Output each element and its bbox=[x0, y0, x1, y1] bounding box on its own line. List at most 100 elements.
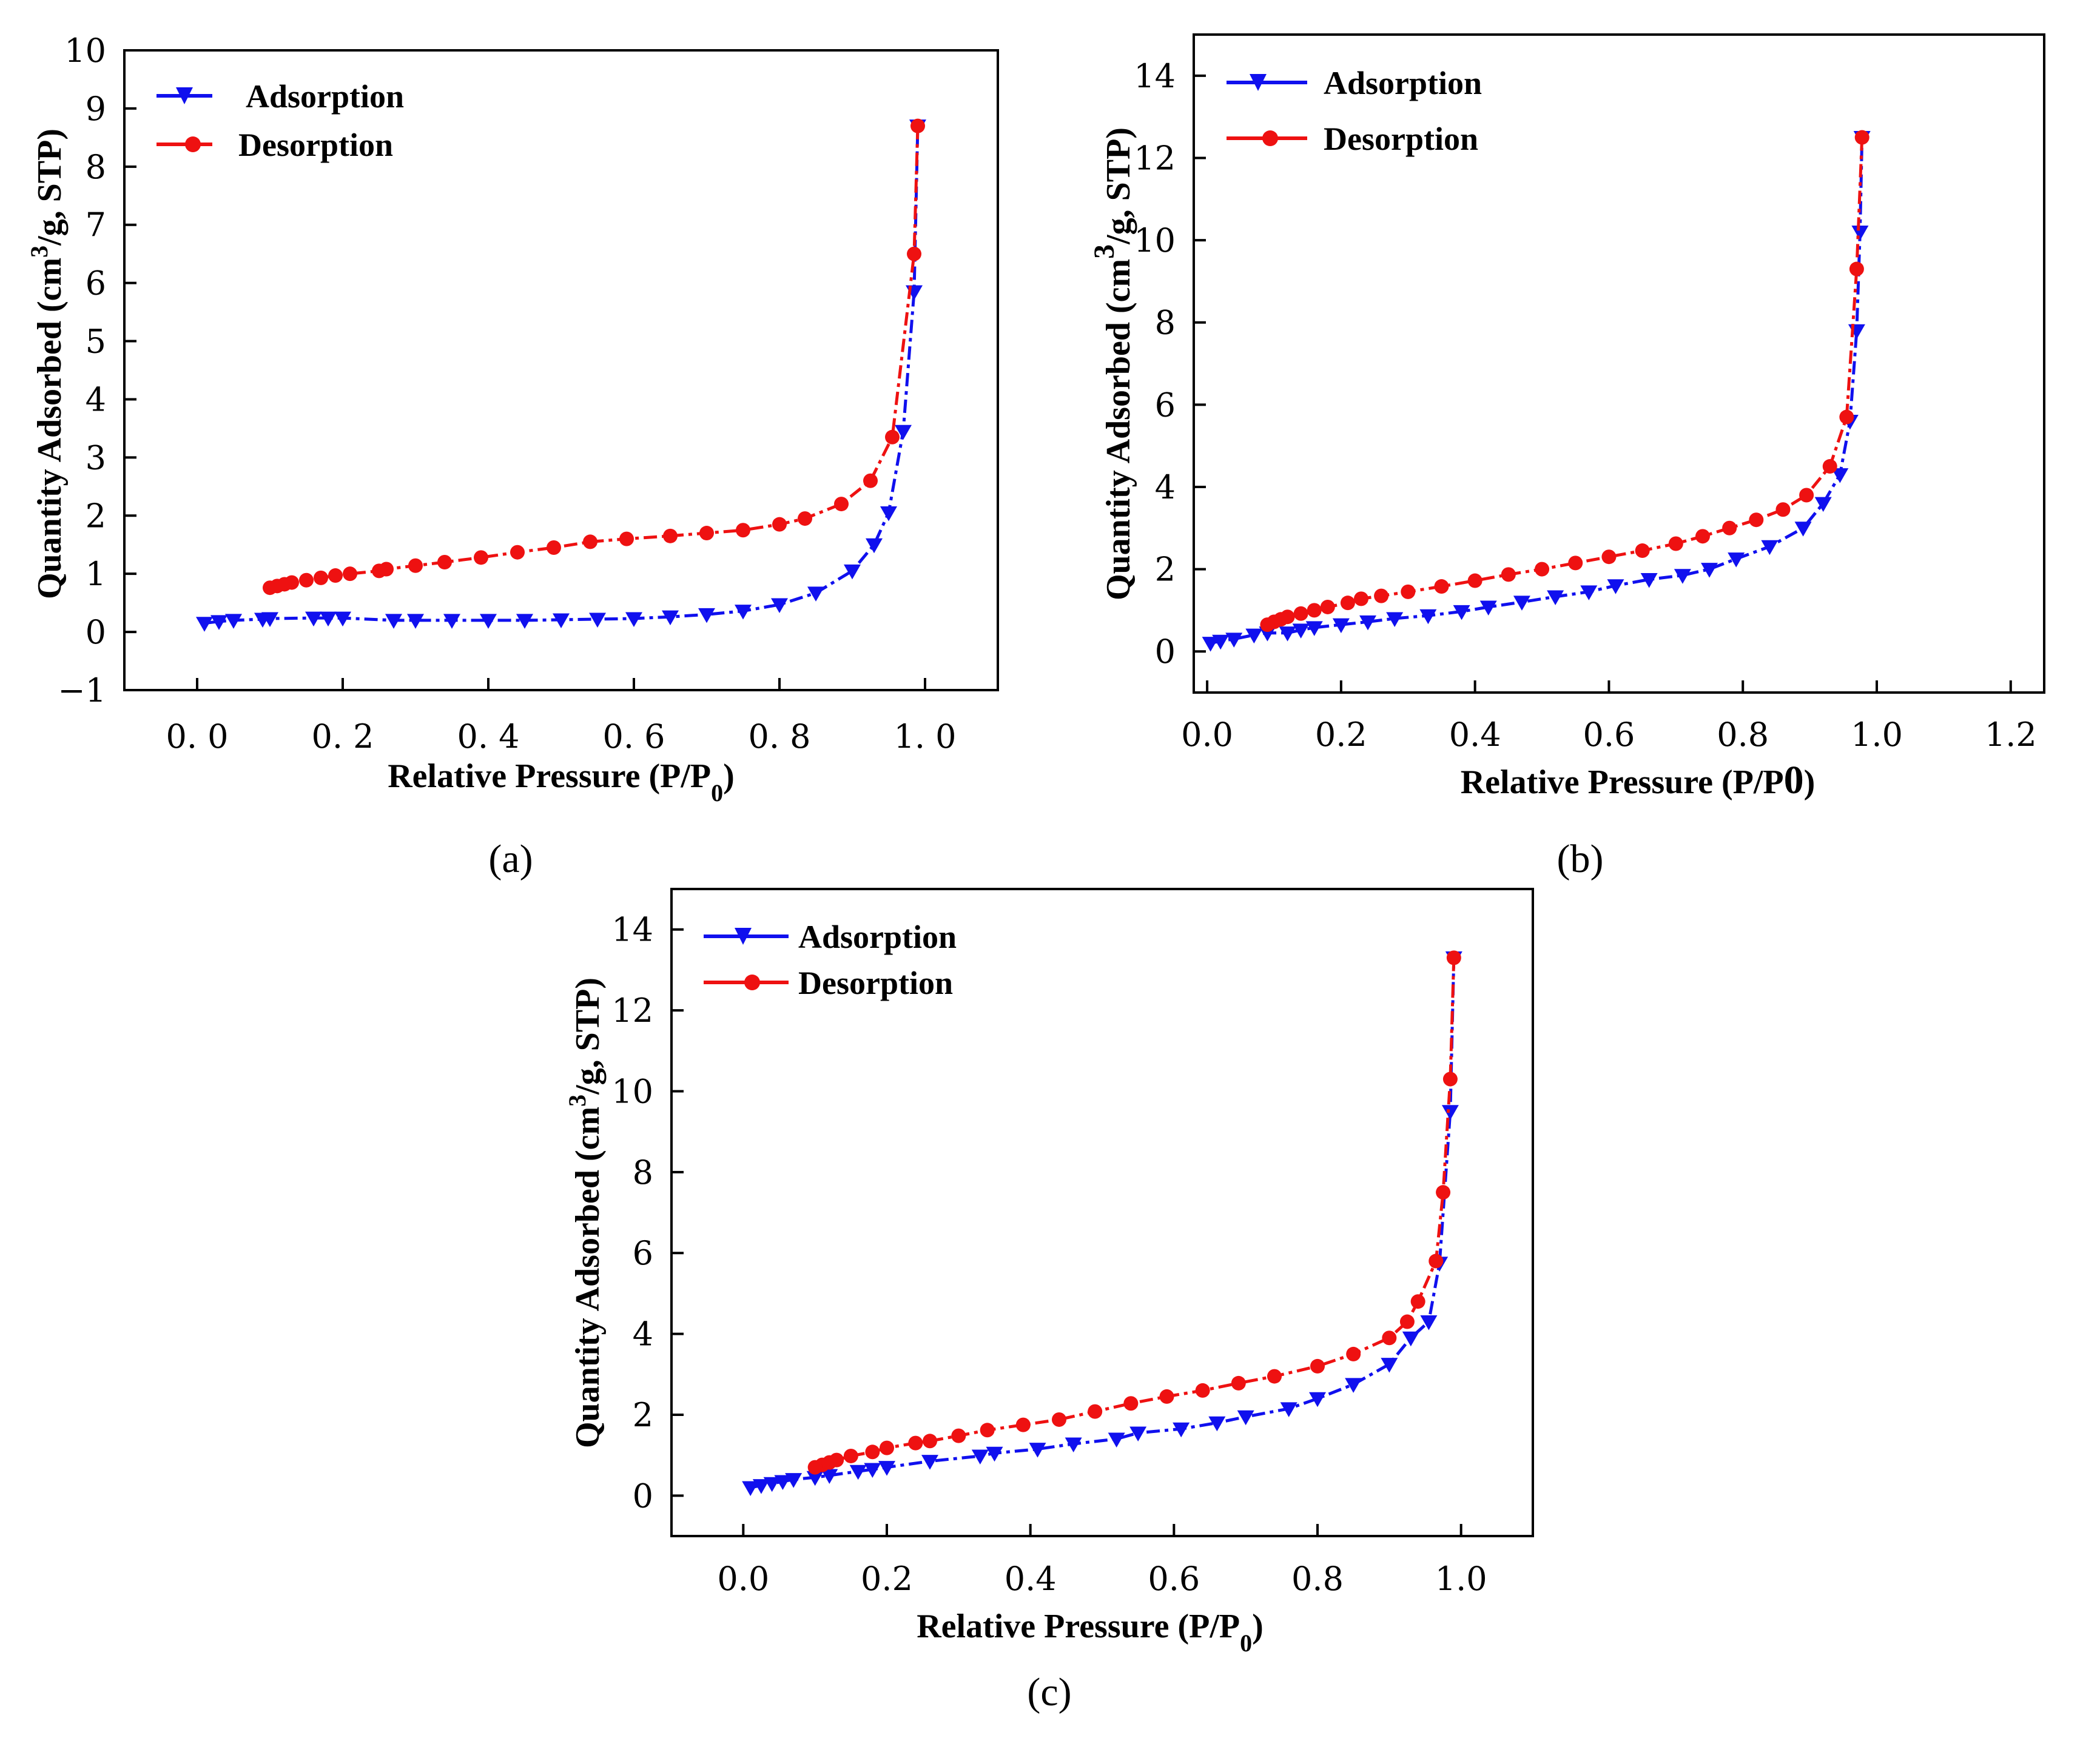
panel-a-legend: Adsorption Desorption bbox=[156, 78, 404, 163]
panel-b-x-tick-label: 1.0 bbox=[1851, 716, 1903, 754]
panel-b-adsorption-point bbox=[1479, 600, 1497, 616]
panel-c-y-tick-label: 6 bbox=[633, 1234, 653, 1272]
panel-b-desorption-point bbox=[1568, 555, 1583, 571]
panel-a-y-axis-title-main: Quantity Adsorbed (cm bbox=[31, 258, 69, 599]
panel-c-adsorption-point bbox=[1129, 1426, 1147, 1441]
panel-b-adsorption-point bbox=[1332, 618, 1350, 634]
panel-a-desorption-point bbox=[372, 563, 386, 579]
panel-b-x-tick-label: 0.8 bbox=[1717, 716, 1769, 754]
panel-c-x-axis-title-sub: 0 bbox=[1240, 1629, 1252, 1657]
panel-b-desorption-point bbox=[1260, 617, 1275, 632]
panel-b-y-tick-label: 10 bbox=[1134, 221, 1176, 260]
panel-b-desorption-point bbox=[1467, 573, 1482, 588]
panel-c-adsorption-point bbox=[986, 1446, 1003, 1462]
panel-b-adsorption-point bbox=[1212, 634, 1230, 650]
panel-a-legend-desorption-label: Desorption bbox=[238, 127, 393, 163]
panel-c-desorption-point bbox=[908, 1435, 923, 1451]
panel-a-y-tick-label: 7 bbox=[86, 206, 106, 244]
panel-b-x-tick-label: 0.0 bbox=[1181, 716, 1233, 754]
panel-b-adsorption-point bbox=[1761, 540, 1779, 555]
panel-a-desorption-point bbox=[663, 528, 678, 543]
panel-a-desorption-point bbox=[583, 534, 597, 549]
panel-a-adsorption-point bbox=[261, 612, 278, 628]
panel-c-adsorption-point bbox=[1345, 1378, 1362, 1393]
panel-b-adsorption-point bbox=[1547, 590, 1564, 605]
panel-b-desorption-point bbox=[1822, 459, 1837, 474]
panel-b-y-axis-title: Quantity Adsorbed (cm3/g, STP) bbox=[1088, 127, 1138, 600]
panel-b-x-axis-title: Relative Pressure (P/P0) bbox=[1461, 758, 1816, 802]
panel-b-desorption-point bbox=[1749, 512, 1764, 528]
panel-a-x-axis-title: Relative Pressure (P/P0) bbox=[388, 757, 735, 807]
panel-c-series bbox=[742, 950, 1462, 1496]
panel-c-adsorption-point bbox=[1441, 1105, 1459, 1120]
panel-c-desorption-point bbox=[1052, 1412, 1066, 1427]
panel-c-desorption-point bbox=[1015, 1417, 1031, 1432]
panel-c-desorption-point bbox=[865, 1444, 880, 1460]
panel-a-desorption-point bbox=[314, 570, 328, 585]
panel-c-desorption-line bbox=[814, 958, 1456, 1469]
panel-c-desorption-point bbox=[1399, 1314, 1415, 1329]
panel-b-desorption-point bbox=[1374, 588, 1389, 603]
panel-c-y-tick-label: 4 bbox=[633, 1315, 653, 1354]
panel-c-desorption-point bbox=[807, 1460, 823, 1475]
panel-a-adsorption-point bbox=[407, 614, 424, 629]
panel-a-y-tick-label: 0 bbox=[86, 613, 106, 651]
panel-b-y-tick-label: 4 bbox=[1155, 468, 1176, 506]
panel-c-y-tick-label: 2 bbox=[633, 1396, 653, 1434]
panel-a-adsorption-point bbox=[771, 598, 788, 614]
panel-c-y-tick-label: 0 bbox=[633, 1477, 653, 1515]
panel-c-desorption-point bbox=[1267, 1369, 1282, 1384]
panel-c-adsorption-point bbox=[1420, 1315, 1438, 1330]
panel-c-desorption-point bbox=[1346, 1346, 1361, 1361]
panel-a-x-tick-label: 0. 8 bbox=[748, 717, 810, 756]
panel-a-desorption-point bbox=[619, 531, 634, 546]
panel-a-x-tick-label: 0. 6 bbox=[602, 717, 665, 756]
panel-a-adsorption-point bbox=[443, 614, 460, 629]
panel-a-x-axis-title-close: ) bbox=[723, 757, 735, 795]
panel-b-y-tick-label: 12 bbox=[1134, 139, 1176, 177]
panel-a-adsorption-point bbox=[625, 612, 642, 628]
panel-a-legend-adsorption: Adsorption bbox=[156, 78, 404, 115]
panel-b-legend-adsorption-label: Adsorption bbox=[1324, 65, 1482, 101]
panel-b-desorption-point bbox=[1293, 606, 1308, 621]
panel-a-x-axis-title-sub: 0 bbox=[711, 779, 723, 807]
panel-b-adsorption-point bbox=[1794, 522, 1812, 537]
panel-c-x-axis-title: Relative Pressure (P/P0) bbox=[917, 1608, 1264, 1657]
panel-b-adsorption-point bbox=[1851, 226, 1869, 241]
panel-a-x-tick-label: 0. 4 bbox=[457, 717, 519, 756]
panel-b-adsorption-point bbox=[1814, 497, 1832, 512]
panel-a-desorption-point bbox=[474, 550, 488, 565]
panel-a-desorption-point bbox=[510, 545, 525, 560]
panel-c-x-tick-label: 0.8 bbox=[1291, 1560, 1344, 1598]
panel-a-adsorption-point bbox=[807, 586, 824, 602]
panel-b-adsorption-point bbox=[1607, 579, 1624, 594]
panel-c-desorption-point bbox=[1382, 1330, 1397, 1346]
panel-c-adsorption-point bbox=[1381, 1358, 1398, 1373]
panel-c-desorption-point bbox=[1159, 1389, 1174, 1404]
panel-b-adsorption-point bbox=[1513, 596, 1530, 611]
panel-c-adsorption-point bbox=[921, 1455, 938, 1470]
panel-b-desorption-point bbox=[1668, 536, 1683, 551]
panel-a-adsorption-point bbox=[225, 614, 242, 629]
panel-a-desorption-point bbox=[343, 566, 357, 582]
panel-b-x-tick-label: 0.6 bbox=[1583, 716, 1635, 754]
panel-c-desorption-point bbox=[1088, 1404, 1103, 1419]
panel-b-adsorption-point bbox=[1640, 573, 1658, 588]
panel-a: 0. 0 0. 2 0. 4 0. 6 0. 8 1. 0 −1012345678910 … bbox=[25, 32, 999, 881]
panel-b-adsorption-point bbox=[1305, 621, 1323, 636]
panel-a-x-tick-label: 0. 2 bbox=[311, 717, 374, 756]
panel-a-label: (a) bbox=[488, 837, 533, 881]
panel-b-desorption-point bbox=[1401, 584, 1416, 599]
panel-b-y-tick-label: 14 bbox=[1134, 57, 1176, 95]
panel-b-desorption-point bbox=[1601, 549, 1617, 565]
panel-a-legend-adsorption-marker bbox=[176, 87, 193, 104]
panel-b-desorption-point bbox=[1320, 599, 1335, 614]
panel-a-y-tick-label: 5 bbox=[86, 323, 106, 361]
panel-c-x-tick-label: 0.2 bbox=[861, 1560, 913, 1598]
panel-a-y-tick-label: 1 bbox=[86, 555, 106, 593]
panel-a-desorption-point bbox=[547, 540, 561, 555]
panel-a-y-tick-label: 2 bbox=[86, 497, 106, 535]
panel-b-desorption-point bbox=[1353, 591, 1368, 606]
panel-b-desorption-point bbox=[1307, 603, 1322, 618]
panel-a-x-tick-label: 0. 0 bbox=[166, 717, 228, 756]
